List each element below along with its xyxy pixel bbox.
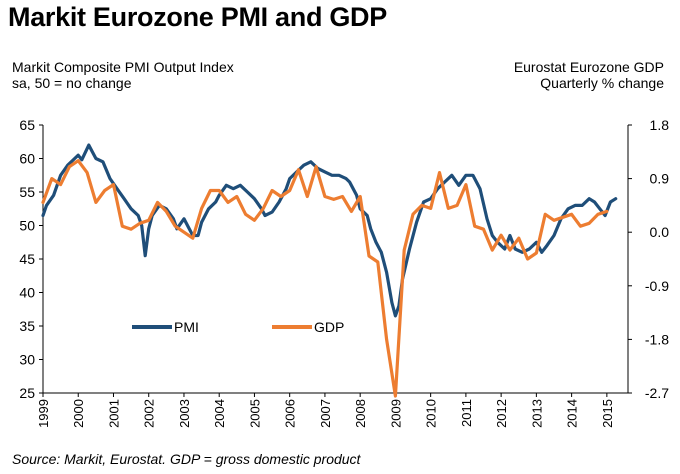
series-line-pmi bbox=[41, 143, 618, 318]
left-tick-label: 40 bbox=[19, 285, 35, 301]
x-tick-label: 2014 bbox=[565, 399, 580, 428]
x-tick-label: 1999 bbox=[36, 399, 51, 428]
series-line-gdp bbox=[41, 159, 609, 398]
x-tick-label: 2007 bbox=[318, 399, 333, 428]
x-tick-label: 2000 bbox=[71, 399, 86, 428]
right-axis-label-line1: Eurostat Eurozone GDP bbox=[513, 59, 664, 75]
left-tick-label: 65 bbox=[19, 117, 35, 133]
x-tick-label: 2009 bbox=[388, 399, 403, 428]
left-tick-label: 25 bbox=[19, 385, 35, 401]
right-tick-label: 0.0 bbox=[650, 224, 670, 240]
chart-title: Markit Eurozone PMI and GDP bbox=[8, 2, 387, 32]
x-tick-label: 2003 bbox=[177, 399, 192, 428]
series-lines bbox=[41, 143, 618, 398]
x-tick-label: 2013 bbox=[529, 399, 544, 428]
x-tick-label: 2005 bbox=[247, 399, 262, 428]
legend: PMI GDP bbox=[132, 319, 344, 335]
left-tick-label: 50 bbox=[19, 218, 35, 234]
right-tick-label: -2.7 bbox=[645, 385, 669, 401]
left-tick-label: 35 bbox=[19, 318, 35, 334]
x-tick-label: 2011 bbox=[459, 399, 474, 427]
x-tick-label: 2001 bbox=[106, 399, 121, 428]
x-tick-label: 2012 bbox=[494, 399, 509, 428]
x-tick-label: 2008 bbox=[353, 399, 368, 428]
source-note: Source: Markit, Eurostat. GDP = gross do… bbox=[12, 451, 361, 467]
x-tick-label: 2006 bbox=[283, 399, 298, 428]
right-axis-label-line2: Quarterly % change bbox=[540, 75, 664, 91]
left-axis-label-line1: Markit Composite PMI Output Index bbox=[12, 59, 234, 75]
left-tick-label: 30 bbox=[19, 352, 35, 368]
x-tick-label: 2002 bbox=[142, 399, 157, 428]
legend-label-pmi: PMI bbox=[174, 319, 199, 335]
right-tick-label: 0.9 bbox=[650, 171, 670, 187]
right-tick-label: -1.8 bbox=[645, 331, 669, 347]
left-axis-label-line2: sa, 50 = no change bbox=[12, 75, 132, 91]
axes: 65 60 55 50 45 40 35 30 25 1.8 0.9 0.0 -0.9 -1.8 -2.7 1… bbox=[19, 117, 669, 428]
left-tick-label: 55 bbox=[19, 184, 35, 200]
legend-label-gdp: GDP bbox=[314, 319, 344, 335]
x-tick-label: 2004 bbox=[212, 399, 227, 428]
x-tick-label: 2015 bbox=[600, 399, 615, 428]
left-tick-label: 60 bbox=[19, 151, 35, 167]
right-tick-label: -0.9 bbox=[645, 278, 669, 294]
left-tick-label: 45 bbox=[19, 251, 35, 267]
right-tick-label: 1.8 bbox=[650, 117, 670, 133]
x-tick-label: 2010 bbox=[424, 399, 439, 428]
